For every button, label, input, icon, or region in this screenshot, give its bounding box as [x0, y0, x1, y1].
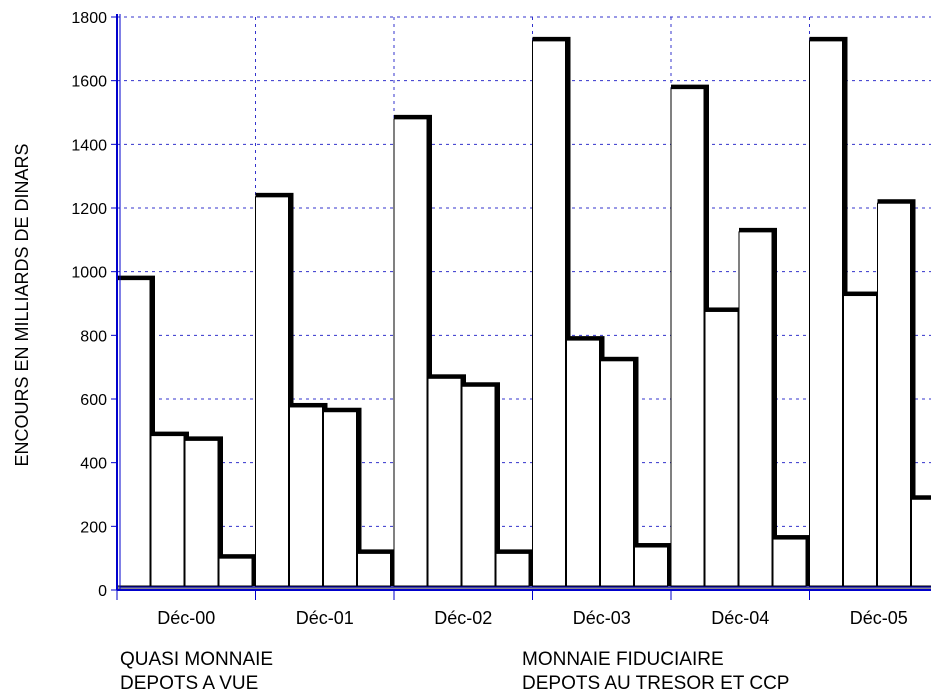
legend-entry-quasi-monnaie: QUASI MONNAIE: [120, 649, 274, 670]
bar-0-3: [218, 554, 257, 587]
bar-3-1: [566, 336, 605, 587]
bar-4-3: [772, 535, 811, 587]
bar-1-3: [357, 549, 396, 587]
x-tick-label: Déc-04: [711, 608, 769, 628]
legend-entry-monnaie-fiduciaire: MONNAIE FIDUCIAIRE: [522, 649, 724, 670]
x-tick-label: Déc-01: [296, 608, 354, 628]
bar-1-2: [323, 407, 362, 587]
bar-2-2: [461, 382, 500, 587]
y-tick-labels: 0 200 400 600 800 1000 1200 1400 1600 1800: [71, 10, 107, 600]
y-tick-label: 1800: [71, 10, 107, 27]
y-tick-label: 200: [80, 519, 107, 536]
bar-3-0: [532, 36, 571, 587]
y-tick-label: 800: [80, 328, 107, 345]
legend-entry-depots-a-vue: DEPOTS A VUE: [120, 673, 259, 694]
x-tick-label: Déc-05: [850, 608, 908, 628]
bar-2-3: [495, 549, 534, 587]
bar-0-2: [184, 436, 223, 587]
y-tick-label: 1000: [71, 265, 107, 282]
y-tick-label: 0: [98, 583, 107, 600]
bar-4-0: [670, 84, 709, 587]
bar-5-1: [843, 291, 882, 587]
bar-3-3: [634, 543, 673, 587]
bar-2-1: [427, 374, 466, 587]
x-tick-label: Déc-03: [573, 608, 631, 628]
bar-1-1: [289, 402, 328, 587]
legend-left: QUASI MONNAIE DEPOTS A VUE: [120, 648, 273, 696]
x-tick-label: Déc-02: [434, 608, 492, 628]
x-tick-label: Déc-00: [157, 608, 215, 628]
legend-right: MONNAIE FIDUCIAIRE DEPOTS AU TRESOR ET C…: [522, 648, 789, 696]
bar-0-1: [150, 431, 189, 587]
y-tick-label: 400: [80, 456, 107, 473]
bar-1-0: [255, 192, 294, 587]
bar-4-1: [704, 307, 743, 587]
axes: [111, 14, 931, 600]
y-tick-label: 1600: [71, 74, 107, 91]
bars: [116, 36, 931, 590]
y-tick-label: 600: [80, 392, 107, 409]
legend-entry-depots-tresor-ccp: DEPOTS AU TRESOR ET CCP: [522, 673, 790, 694]
bar-0-0: [116, 275, 155, 587]
bar-4-2: [738, 227, 777, 587]
y-tick-label: 1400: [71, 137, 107, 154]
y-axis-title: ENCOURS EN MILLIARDS DE DINARS: [12, 143, 32, 466]
bar-2-0: [393, 114, 432, 587]
y-tick-label: 1200: [71, 201, 107, 218]
bar-3-2: [600, 356, 639, 587]
bar-5-2: [877, 199, 916, 587]
bar-5-3: [911, 495, 931, 587]
gridlines: [117, 16, 931, 590]
bar-5-0: [809, 36, 848, 587]
x-tick-labels: Déc-00 Déc-01 Déc-02 Déc-03 Déc-04 Déc-05: [157, 608, 908, 628]
